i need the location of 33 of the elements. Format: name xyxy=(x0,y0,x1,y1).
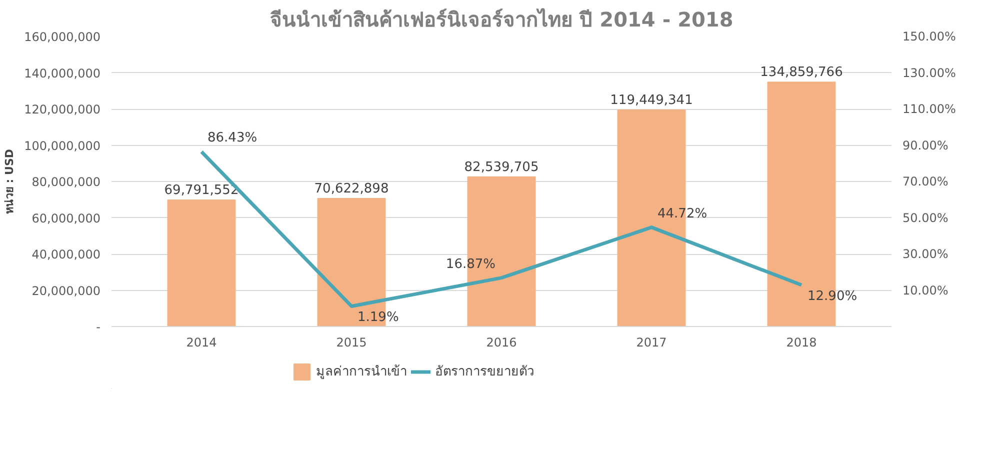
y-tick-label: 100,000,000 xyxy=(24,138,100,153)
x-tick-label: 2018 xyxy=(786,336,817,350)
y2-tick-label: 10.00% xyxy=(902,283,948,298)
data-label: 82,539,705 xyxy=(464,160,539,175)
bar xyxy=(167,200,236,326)
data-label: 134,859,766 xyxy=(760,65,843,80)
y2-tick-label: 150.00% xyxy=(902,30,956,44)
legend-label: อัตราการขยายตัว xyxy=(435,364,534,382)
data-label: 69,791,552 xyxy=(164,183,239,198)
y-tick-label: 20,000,000 xyxy=(32,284,101,298)
x-tick-label: 2016 xyxy=(486,336,517,350)
x-tick-label: 2015 xyxy=(336,336,367,350)
data-label: 119,449,341 xyxy=(610,93,693,108)
chart-title: จีนนำเข้าสินค้าเฟอร์นิเจอร์จากไทย ปี 2014 - 2018 xyxy=(270,8,734,32)
y2-tick-label: 90.00% xyxy=(902,138,948,152)
y-tick-label: - xyxy=(96,320,101,334)
y-tick-label: 80,000,000 xyxy=(32,175,101,189)
legend-label: มูลค่าการนำเข้า xyxy=(316,364,407,382)
y-axis-title: หน่วย : USD xyxy=(3,148,16,214)
y2-tick-label: 50.00% xyxy=(902,210,948,225)
y-tick-label: 60,000,000 xyxy=(32,211,101,226)
y2-tick-label: 130.00% xyxy=(902,66,956,80)
data-label: 70,622,898 xyxy=(314,181,389,196)
y-tick-label: 120,000,000 xyxy=(24,102,100,116)
y-tick-label: 40,000,000 xyxy=(32,248,101,262)
y-tick-label: 140,000,000 xyxy=(24,66,100,80)
x-tick-label: 2017 xyxy=(636,336,667,350)
y-tick-label: 160,000,000 xyxy=(24,30,100,44)
x-tick-label: 2014 xyxy=(186,336,217,350)
y2-tick-label: 110.00% xyxy=(902,102,956,116)
y2-tick-label: 70.00% xyxy=(902,174,948,188)
y2-tick-label: 30.00% xyxy=(902,247,948,261)
data-label: 86.43% xyxy=(208,130,258,146)
